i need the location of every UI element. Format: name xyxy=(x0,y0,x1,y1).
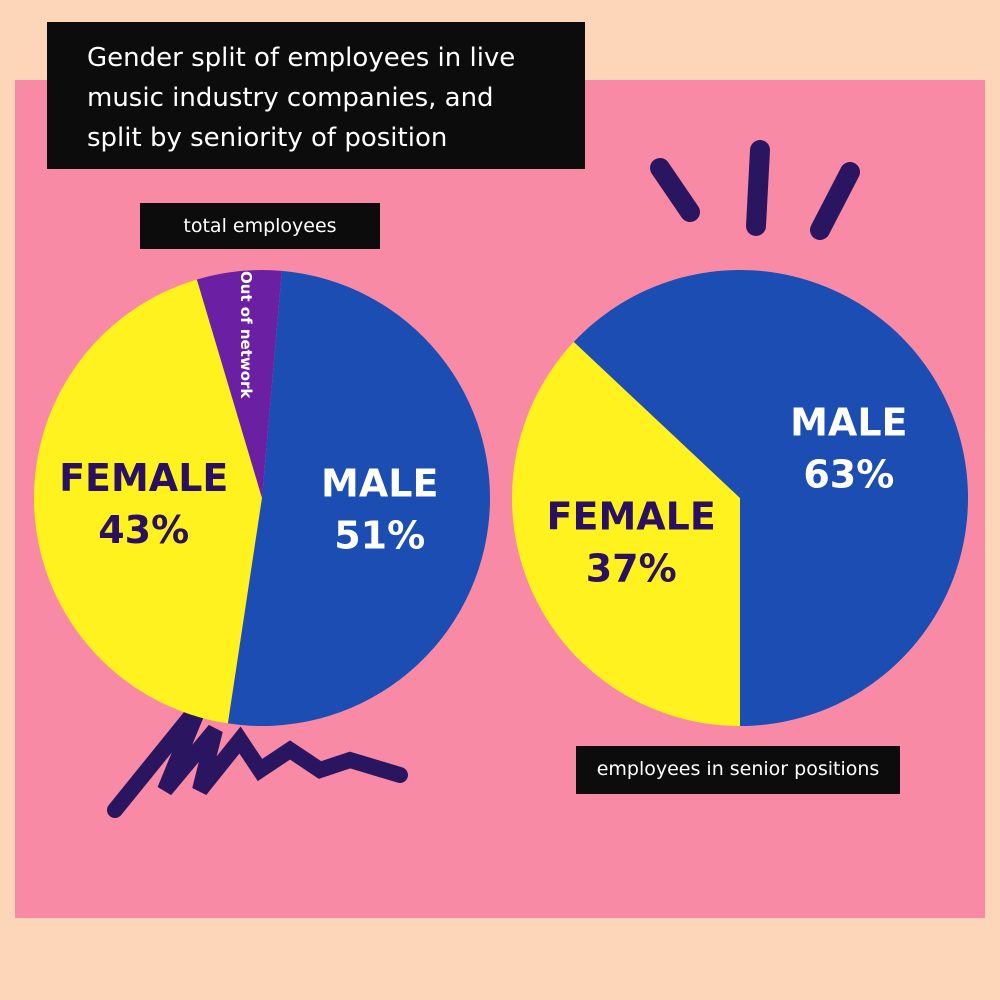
pie-slice xyxy=(196,270,282,498)
pie-slice xyxy=(512,341,740,726)
chart-subtitle: employees in senior positions xyxy=(576,746,900,794)
decoration xyxy=(107,140,860,818)
pie-slice xyxy=(33,279,262,724)
value-label: 63% xyxy=(803,452,894,496)
decoration-stroke xyxy=(810,162,860,240)
slice-label: FEMALE xyxy=(59,456,228,500)
pie-slice xyxy=(227,270,490,726)
value-label: 37% xyxy=(586,547,677,591)
pie-slice xyxy=(573,270,968,726)
value-label: 51% xyxy=(334,514,425,558)
decoration-stroke xyxy=(746,140,770,236)
chart-subtitle: total employees xyxy=(140,203,380,249)
decoration-scribble xyxy=(107,699,408,818)
value-label: 43% xyxy=(98,508,189,552)
slice-label: FEMALE xyxy=(547,495,716,539)
title: Gender split of employees in live music … xyxy=(47,22,585,169)
slice-label: Out of network xyxy=(237,271,255,399)
slice-label: MALE xyxy=(321,462,438,506)
decoration-stroke xyxy=(650,158,700,222)
slice-label: MALE xyxy=(790,400,907,444)
